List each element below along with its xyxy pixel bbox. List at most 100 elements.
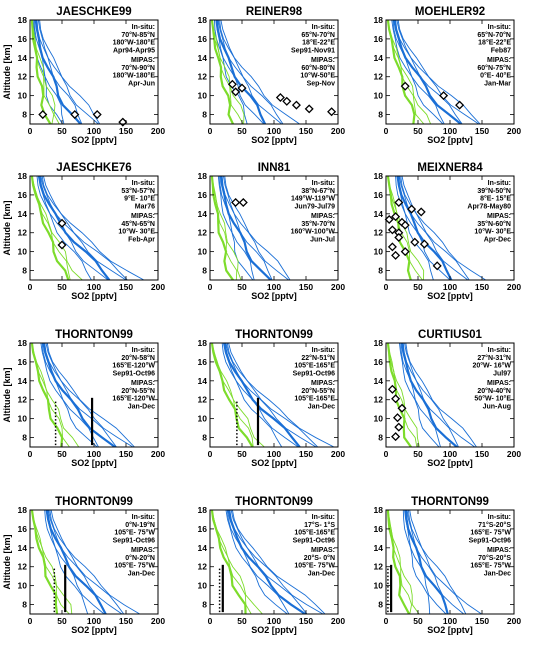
y-tick-label: 18	[374, 505, 384, 515]
mipas-profile	[36, 176, 92, 280]
x-tick-label: 100	[87, 449, 101, 459]
y-tick-label: 16	[198, 524, 208, 534]
mipas-line: Jun-Jul	[310, 236, 335, 243]
mipas-profile	[37, 20, 99, 124]
y-tick-label: 10	[198, 581, 208, 591]
insitu-line: Apr78-May80	[467, 203, 511, 210]
x-tick-label: 200	[151, 616, 165, 626]
insitu-line: 22°N-51°N	[301, 354, 335, 362]
x-tick-label: 150	[475, 449, 489, 459]
insitu-diamond	[407, 204, 417, 214]
mipas-profile	[402, 343, 459, 447]
y-tick-label: 14	[374, 543, 384, 553]
insitu-heading: In-situ:	[132, 514, 155, 521]
x-axis-label: SO2 [pptv]	[71, 458, 117, 468]
panel-title: CURTIUS01	[418, 329, 483, 341]
insitu-heading: In-situ:	[488, 24, 511, 31]
mipas-profile	[226, 510, 290, 614]
x-axis-label: SO2 [pptv]	[71, 291, 117, 301]
x-axis-label: SO2 [pptv]	[251, 135, 297, 145]
mipas-profile	[40, 176, 127, 280]
insitu-line: 20°W- 16°W	[472, 362, 511, 370]
mipas-profile	[405, 343, 477, 447]
insitu-diamond	[387, 384, 397, 394]
y-tick-label: 12	[374, 228, 384, 238]
y-tick-label: 14	[374, 209, 384, 219]
insitu-line: Apr94-Apr95	[113, 47, 155, 54]
x-axis-label: SO2 [pptv]	[71, 135, 117, 145]
insitu-diamond	[304, 104, 314, 114]
x-tick-label: 50	[413, 449, 423, 459]
y-tick-label: 12	[374, 72, 384, 82]
mipas-profile	[395, 176, 434, 280]
mipas-heading: MIPAS:	[311, 547, 335, 554]
x-axis-label: SO2 [pptv]	[71, 625, 117, 635]
insitu-diamond	[238, 197, 248, 207]
mipas-profile	[396, 20, 480, 124]
profiles	[386, 343, 477, 447]
x-tick-label: 200	[507, 616, 521, 626]
x-tick-label: 50	[57, 126, 67, 136]
profiles	[210, 510, 326, 614]
insitu-heading: In-situ:	[488, 514, 511, 521]
insitu-diamond	[275, 93, 285, 103]
model-profile	[387, 510, 420, 614]
mipas-profile	[46, 510, 107, 614]
mipas-profile	[217, 20, 282, 124]
mipas-profile	[44, 510, 89, 614]
insitu-line: Sep91-Oct96	[113, 370, 156, 377]
mipas-profile	[398, 343, 440, 447]
mipas-profile	[50, 510, 140, 614]
mipas-profile	[48, 510, 123, 614]
insitu-diamond	[394, 422, 404, 432]
model-profile	[30, 176, 70, 280]
panel-9: CURTIUS01 0 50 100 150 200 8 10 12 14 16 18 SO2 [ppt…	[374, 329, 522, 468]
mipas-line: Sep-Nov	[307, 80, 336, 87]
mipas-profile	[43, 176, 145, 280]
mipas-profile	[400, 343, 441, 447]
insitu-line: 20°N-58°N	[121, 354, 155, 362]
mipas-line: Jan-Dec	[128, 570, 155, 577]
mipas-profile	[393, 20, 462, 124]
mipas-profile	[395, 20, 463, 124]
x-tick-label: 200	[331, 126, 345, 136]
y-tick-label: 18	[18, 338, 28, 348]
x-tick-label: 50	[57, 449, 67, 459]
insitu-diamond	[439, 91, 449, 101]
mipas-profile	[225, 343, 317, 447]
model-profile	[211, 176, 242, 280]
mipas-heading: MIPAS:	[131, 57, 155, 64]
insitu-line: 53°N-57°N	[121, 187, 155, 195]
x-tick-label: 150	[475, 126, 489, 136]
y-tick-label: 14	[18, 53, 28, 63]
x-tick-label: 50	[413, 282, 423, 292]
insitu-line: Sep91-Oct96	[293, 370, 336, 377]
y-tick-label: 18	[374, 15, 384, 25]
insitu-diamond	[57, 218, 67, 228]
mipas-line: 0°N-20°N	[125, 554, 155, 562]
insitu-line: 65°N-70°N	[301, 31, 335, 39]
insitu-diamond	[400, 220, 410, 230]
x-tick-label: 50	[237, 616, 247, 626]
x-tick-label: 100	[443, 449, 457, 459]
insitu-line: Sep91-Nov91	[291, 47, 335, 54]
mipas-heading: MIPAS:	[487, 213, 511, 220]
panel-7: THORNTON99 0 50 100 150 200 8 10 12 14 16 18 SO2 [pp…	[2, 329, 165, 468]
y-tick-label: 18	[198, 505, 208, 515]
mipas-profile	[409, 510, 482, 614]
mipas-profile	[398, 176, 469, 280]
y-tick-label: 18	[18, 171, 28, 181]
x-tick-label: 0	[28, 126, 33, 136]
insitu-heading: In-situ:	[312, 24, 335, 31]
y-tick-label: 8	[22, 266, 27, 276]
y-tick-label: 8	[202, 600, 207, 610]
y-tick-label: 14	[374, 53, 384, 63]
panel-title: REINER98	[246, 6, 303, 18]
panel-10: THORNTON99 0 50 100 150 200 8 10 12 14 16 18 SO2 [pp…	[2, 496, 165, 635]
mipas-profile	[38, 176, 111, 280]
mipas-line: Jan-Dec	[308, 403, 335, 410]
model-profile	[210, 510, 247, 614]
insitu-line: 17°S- 1°S	[304, 521, 335, 529]
insitu-diamond	[387, 225, 397, 235]
x-tick-label: 150	[299, 449, 313, 459]
